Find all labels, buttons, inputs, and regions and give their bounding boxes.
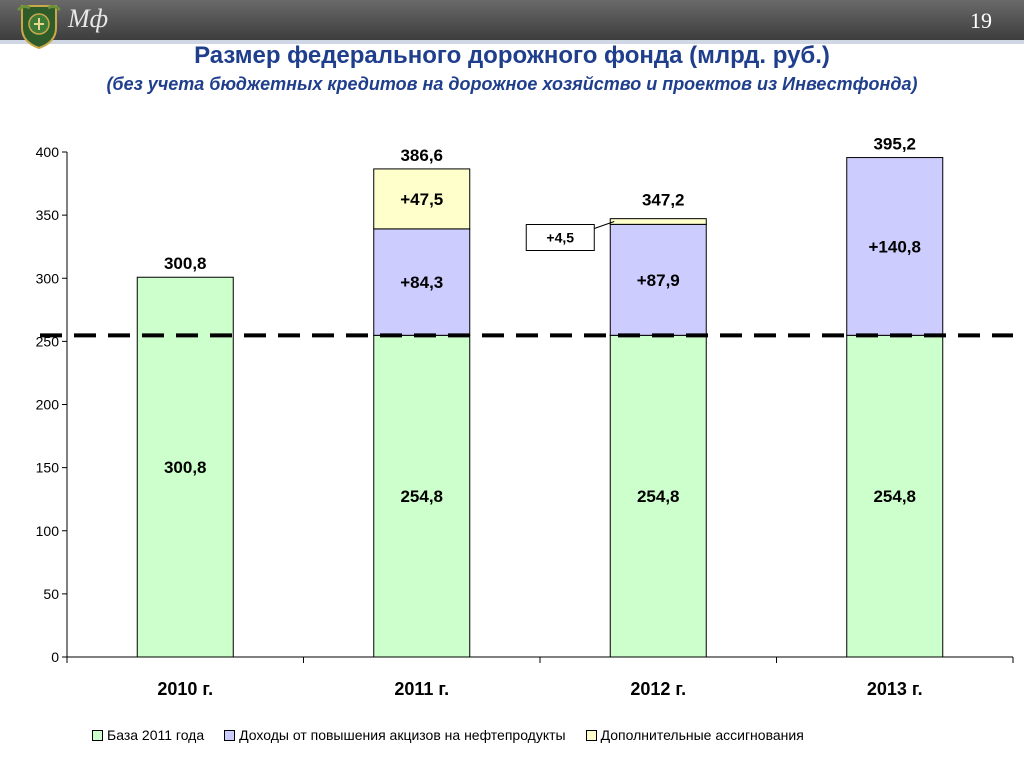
y-tick-label: 150 (36, 460, 60, 476)
page-number: 19 (970, 8, 992, 33)
callout-label: +4,5 (546, 230, 574, 246)
bar-excise (846, 157, 944, 336)
bar-total-label: 347,2 (642, 191, 685, 210)
bar-value-label: +87,9 (637, 271, 680, 290)
bar-extra (373, 168, 471, 230)
bar-base (373, 334, 471, 658)
bar-base (609, 334, 707, 658)
y-tick-label: 350 (36, 207, 60, 223)
header-bar (0, 0, 1024, 40)
brand-text: Мф (68, 4, 109, 33)
bar-base (136, 276, 234, 658)
bar-total-label: 386,6 (400, 146, 443, 165)
legend-item-base: База 2011 года (92, 727, 204, 743)
callout-leader (594, 221, 615, 229)
bar-value-label: +140,8 (869, 237, 921, 256)
stacked-bar-chart: 0 50 100 150 200 250 300 350 400 300,8 300,8 2010 г… (36, 135, 1014, 699)
legend-label-extra: Дополнительные ассигнования (600, 727, 804, 743)
bar-value-label: +47,5 (400, 190, 443, 209)
y-tick-label: 400 (36, 144, 60, 160)
y-tick-label: 200 (36, 397, 60, 413)
bar-excise (373, 228, 471, 336)
bar-total-label: 395,2 (873, 135, 916, 154)
legend-label-base: База 2011 года (107, 727, 205, 743)
x-category-label: 2010 г. (157, 679, 213, 699)
callout-box (525, 224, 595, 252)
bar-value-label: 254,8 (637, 487, 680, 506)
bar-value-label: 300,8 (164, 458, 207, 477)
legend-swatch-excise (224, 729, 236, 741)
y-tick-label: 50 (43, 586, 59, 602)
bar-base (846, 334, 944, 658)
bar-extra (609, 218, 707, 225)
legend-swatch-base (92, 729, 103, 741)
bar-excise (609, 223, 707, 336)
bar-value-label: 254,8 (873, 487, 916, 506)
legend-item-excise: Доходы от повышения акцизов на нефтепрод… (224, 727, 566, 743)
bar-total-label: 300,8 (164, 254, 207, 273)
bar-value-label: 254,8 (400, 487, 443, 506)
bar-value-label: +84,3 (400, 273, 443, 292)
page-title: Размер федерального дорожного фонда (млр… (194, 42, 830, 69)
x-category-label: 2012 г. (630, 679, 686, 699)
y-tick-label: 100 (36, 523, 60, 539)
header-divider (0, 40, 1024, 44)
chart-legend: База 2011 года Доходы от повышения акциз… (92, 727, 804, 743)
y-tick-label: 0 (51, 649, 59, 665)
page-subtitle: (без учета бюджетных кредитов на дорожно… (106, 74, 918, 94)
y-tick-label: 250 (36, 333, 60, 349)
legend-item-extra: Дополнительные ассигнования (585, 727, 804, 743)
legend-swatch-extra (585, 729, 597, 741)
x-category-label: 2013 г. (867, 679, 923, 699)
legend-label-excise: Доходы от повышения акцизов на нефтепрод… (239, 727, 566, 743)
x-category-label: 2011 г. (394, 679, 449, 699)
y-tick-label: 300 (36, 270, 60, 286)
ministry-emblem-icon (16, 4, 62, 50)
